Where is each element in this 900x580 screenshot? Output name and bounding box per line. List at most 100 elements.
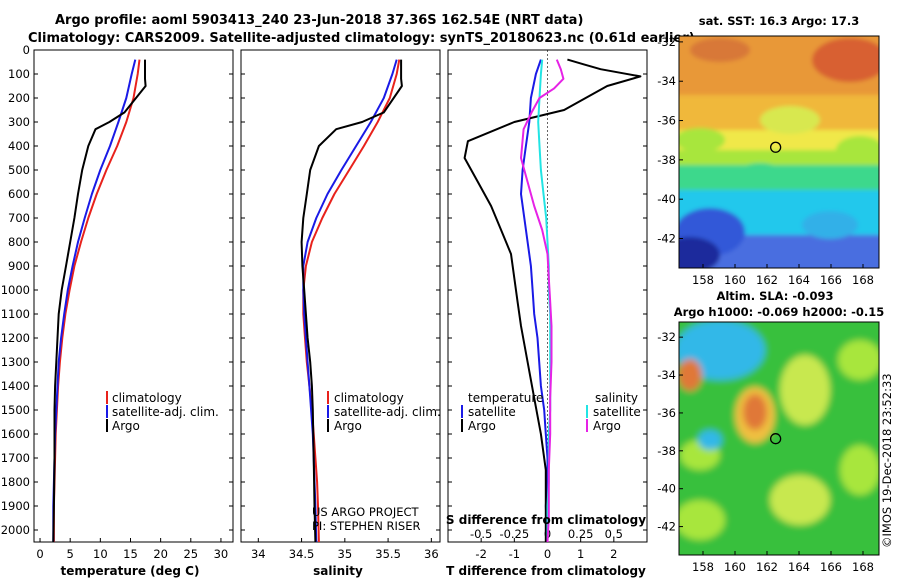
difference-xlabel-top: S difference from climatology: [446, 513, 646, 527]
y-tick-label: 600: [8, 187, 30, 201]
difference-panel: -2 -1 0 1 2-0.5 -0.25 0 0.25 0.5 T difference fr…: [446, 49, 648, 578]
header-title: Argo profile: aoml 5903413_240 23-Jun-20…: [55, 13, 583, 28]
sst-map: sat. SST: 16.3 Argo: 17.3: [657, 14, 880, 287]
y-tick-label: 700: [8, 211, 30, 225]
map-x-tick-label: 166: [820, 560, 842, 574]
y-tick-label: 500: [8, 163, 30, 177]
sla-map-frame: [678, 321, 880, 556]
map-x-tick-label: 162: [756, 560, 778, 574]
sst-field: [679, 36, 879, 268]
panel-frame: [33, 49, 234, 543]
legend-title-salinity: salinity: [595, 391, 638, 405]
y-tick-label: 1400: [1, 379, 30, 393]
x-top-tick-label: 0.5: [605, 527, 623, 541]
map-x-tick-label: 168: [852, 560, 874, 574]
difference-series: [463, 58, 642, 543]
series-line-satellite-adj-clim-: [302, 59, 398, 543]
legend-label-satellite: satellite-adj. clim.: [112, 405, 219, 419]
x-tick-label: 2: [610, 547, 617, 561]
map-y-tick-label: -36: [657, 406, 676, 420]
sla-map-subtitle: Argo h1000: -0.069 h2000: -0.15: [674, 305, 885, 319]
legend-label-temp-satellite: satellite: [468, 405, 516, 419]
legend-label-sal-argo: Argo: [593, 419, 621, 433]
map-x-tick-label: 164: [788, 560, 810, 574]
sst-map-title: sat. SST: 16.3 Argo: 17.3: [699, 14, 859, 28]
sla-field: [679, 322, 879, 555]
series-line-argo: [52, 59, 147, 543]
y-tick-label: 1000: [1, 283, 30, 297]
map-x-tick-label: 160: [724, 560, 746, 574]
series-line-argo: [300, 59, 403, 543]
y-tick-label: 1600: [1, 427, 30, 441]
series-line-salinity-argo: [520, 59, 565, 543]
credit-project: US ARGO PROJECT: [312, 505, 420, 519]
x-tick-label: 34: [251, 547, 266, 561]
salinity-axes: 34 34.5 35 35.5 36: [240, 49, 441, 561]
y-tick-label: 2000: [1, 523, 30, 537]
y-tick-label: 400: [8, 139, 30, 153]
x-tick-label: -2: [475, 547, 486, 561]
temperature-panel: 0100200300400500600700800900100011001200…: [1, 43, 234, 578]
x-tick-label: 1: [577, 547, 584, 561]
x-tick-label: 34.5: [289, 547, 315, 561]
legend-label-argo: Argo: [334, 419, 362, 433]
legend-label-argo: Argo: [112, 419, 140, 433]
temperature-legend: climatology satellite-adj. clim. Argo: [106, 391, 219, 433]
map-y-tick-label: -34: [657, 74, 676, 88]
imos-timestamp: ©IMOS 19-Dec-2018 23:52:33: [880, 373, 894, 548]
x-top-tick-label: -0.25: [499, 527, 529, 541]
y-tick-label: 200: [8, 91, 30, 105]
salinity-legend: climatology satellite-adj. clim. Argo: [327, 391, 441, 433]
temperature-series: [52, 59, 147, 543]
x-tick-label: 10: [93, 547, 108, 561]
map-y-tick-label: -42: [657, 232, 676, 246]
x-tick-label: 20: [153, 547, 168, 561]
difference-legend: temperature satellite Argo salinity sate…: [461, 391, 641, 433]
map-y-tick-label: -38: [657, 444, 676, 458]
x-tick-label: 15: [123, 547, 138, 561]
sst-map-axes: 158 160 162 164 166 168 -32 -34 -36 -38 -40 -42: [657, 35, 874, 287]
x-tick-label: 36: [424, 547, 439, 561]
y-tick-label: 0: [23, 43, 30, 57]
sst-argo-location-marker: [769, 141, 782, 153]
difference-axes: -2 -1 0 1 2-0.5 -0.25 0 0.25 0.5: [447, 49, 648, 561]
x-tick-label: -1: [509, 547, 520, 561]
sst-map-frame: [678, 35, 880, 269]
series-line-temperature-satellite: [520, 59, 549, 543]
salinity-series: [300, 59, 403, 543]
map-y-tick-label: -42: [657, 520, 676, 534]
y-tick-label: 1100: [1, 307, 30, 321]
x-tick-label: 30: [214, 547, 229, 561]
sla-argo-location-marker: [769, 433, 782, 445]
credit-pi: PI: STEPHEN RISER: [312, 519, 421, 533]
map-y-tick-label: -34: [657, 368, 676, 382]
panel-frame: [240, 49, 441, 543]
x-tick-label: 0: [36, 547, 43, 561]
x-tick-label: 25: [183, 547, 198, 561]
legend-title-temperature: temperature: [468, 391, 543, 405]
legend-label-climatology: climatology: [334, 391, 404, 405]
sla-map-axes: 158 160 162 164 166 168 -32 -34 -36 -38 -40 -42: [657, 330, 874, 574]
temperature-xlabel: temperature (deg C): [61, 564, 200, 578]
map-y-tick-label: -40: [657, 482, 676, 496]
x-tick-label: 35.5: [375, 547, 401, 561]
legend-label-climatology: climatology: [112, 391, 182, 405]
y-tick-label: 100: [8, 67, 30, 81]
x-tick-label: 0: [544, 547, 551, 561]
y-tick-label: 800: [8, 235, 30, 249]
legend-label-temp-argo: Argo: [468, 419, 496, 433]
map-y-tick-label: -38: [657, 153, 676, 167]
x-tick-label: 35: [338, 547, 353, 561]
y-tick-label: 1300: [1, 355, 30, 369]
map-x-tick-label: 158: [692, 273, 714, 287]
x-tick-label: 5: [67, 547, 74, 561]
map-x-tick-label: 166: [820, 273, 842, 287]
map-x-tick-label: 158: [692, 560, 714, 574]
y-tick-label: 900: [8, 259, 30, 273]
map-x-tick-label: 162: [756, 273, 778, 287]
sla-map-title: Altim. SLA: -0.093: [716, 289, 833, 303]
y-tick-label: 1800: [1, 475, 30, 489]
legend-label-satellite: satellite-adj. clim.: [334, 405, 441, 419]
series-line-climatology: [302, 59, 401, 543]
